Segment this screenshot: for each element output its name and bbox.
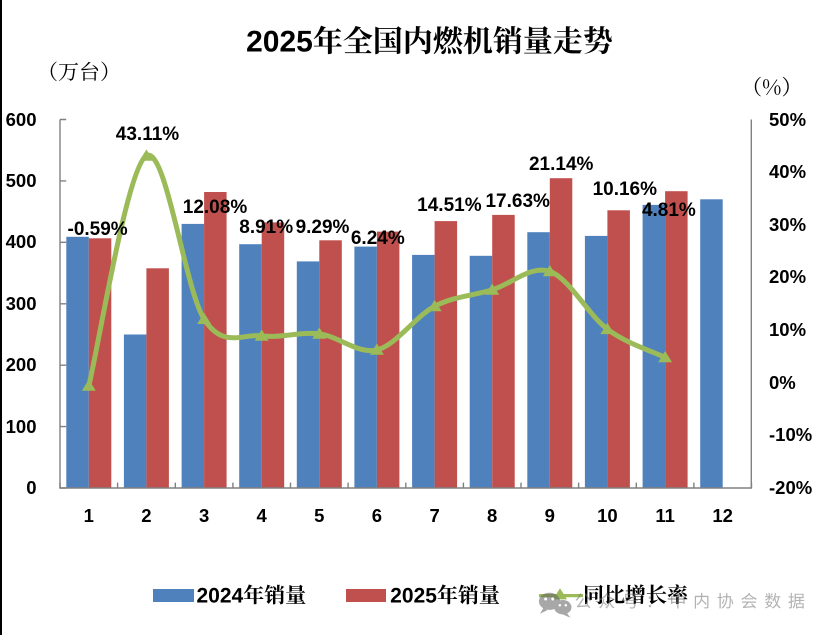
left-edge-line bbox=[0, 0, 2, 635]
bar-2025-m4 bbox=[261, 222, 285, 488]
y-tick-left-300: 300 bbox=[5, 292, 37, 314]
growth-data-label-m2: 43.11% bbox=[115, 123, 180, 145]
right-axis-title bbox=[754, 76, 789, 97]
y-tick-left-600: 600 bbox=[5, 108, 37, 130]
x-tick-9: 9 bbox=[544, 504, 555, 526]
bar-2024-m10 bbox=[584, 235, 608, 488]
y-tick-right-20%: 20% bbox=[769, 266, 807, 288]
bar-2024-m6 bbox=[354, 246, 377, 488]
y-tick-left-0: 0 bbox=[26, 477, 37, 498]
bar-2024-m1 bbox=[66, 236, 89, 488]
growth-data-label-m7: 14.51% bbox=[417, 195, 482, 217]
bar-2024-m7 bbox=[412, 254, 435, 488]
growth-marker-m2 bbox=[139, 149, 154, 161]
legend-swatch-2025 bbox=[346, 589, 386, 602]
y-tick-right-30%: 30% bbox=[769, 213, 807, 235]
y-tick-left-500: 500 bbox=[5, 169, 37, 191]
growth-data-label-m11: 4.81% bbox=[641, 199, 696, 221]
growth-marker-m10 bbox=[600, 322, 615, 335]
x-tick-3: 3 bbox=[198, 504, 210, 526]
x-tick-1: 1 bbox=[83, 504, 94, 526]
bar-2024-m8 bbox=[469, 255, 493, 488]
y-tick-left-200: 200 bbox=[5, 354, 37, 376]
growth-data-label-m4: 8.91% bbox=[239, 217, 294, 238]
y-tick-left-400: 400 bbox=[5, 231, 37, 253]
growth-marker-m5 bbox=[312, 327, 327, 339]
legend-label-2024 bbox=[197, 584, 306, 605]
growth-marker-m7 bbox=[427, 299, 442, 312]
bar-2024-m9 bbox=[527, 232, 550, 488]
growth-line bbox=[86, 153, 668, 389]
x-tick-7: 7 bbox=[429, 504, 440, 526]
bar-2025-m5 bbox=[319, 240, 342, 488]
y-tick-right-10%: 10% bbox=[769, 319, 807, 341]
x-tick-6: 6 bbox=[371, 504, 383, 526]
wechat-logo-icon bbox=[538, 592, 572, 618]
growth-data-label-m8: 17.63% bbox=[485, 191, 550, 213]
growth-marker-m8 bbox=[485, 283, 500, 295]
bar-2025-m11 bbox=[665, 191, 688, 488]
growth-marker-m4 bbox=[254, 329, 269, 341]
bar-2025-m7 bbox=[434, 221, 458, 488]
bar-2025-m9 bbox=[549, 178, 573, 488]
x-tick-10: 10 bbox=[597, 504, 618, 526]
y-tick-right-0%: 0% bbox=[769, 371, 796, 393]
x-tick-5: 5 bbox=[314, 504, 325, 526]
bar-2025-m2 bbox=[146, 268, 169, 488]
bar-2024-m5 bbox=[296, 261, 320, 488]
x-tick-4: 4 bbox=[256, 504, 267, 526]
growth-data-label-m9: 21.14% bbox=[528, 154, 594, 176]
growth-data-label-m5: 9.29% bbox=[295, 216, 350, 238]
growth-data-label-m10: 10.16% bbox=[592, 178, 658, 200]
growth-data-label-m6: 6.24% bbox=[350, 228, 405, 250]
bar-2024-m4 bbox=[239, 244, 262, 488]
growth-marker-m9 bbox=[542, 265, 557, 277]
bar-2024-m12 bbox=[700, 199, 723, 489]
growth-marker-m1 bbox=[81, 379, 96, 391]
y-tick-right-50%: 50% bbox=[769, 108, 807, 130]
bar-2025-m3 bbox=[204, 192, 227, 488]
growth-marker-m6 bbox=[369, 343, 384, 355]
y-tick-left-100: 100 bbox=[5, 415, 37, 437]
y-tick-right-40%: 40% bbox=[769, 161, 807, 183]
legend-label-2025 bbox=[390, 584, 500, 605]
x-tick-12: 12 bbox=[712, 504, 733, 526]
bar-2024-m2 bbox=[123, 334, 147, 488]
bar-2025-m6 bbox=[376, 231, 400, 488]
growth-data-label-m1: -0.59% bbox=[67, 218, 128, 240]
y-tick-right--20%: -20% bbox=[769, 477, 813, 498]
bar-2024-m3 bbox=[181, 223, 205, 488]
bar-2024-m11 bbox=[642, 204, 666, 488]
axis-ticks bbox=[59, 118, 753, 489]
growth-data-label-m3: 12.08% bbox=[182, 197, 248, 219]
y-tick-right--10%: -10% bbox=[769, 424, 813, 446]
growth-marker-m3 bbox=[197, 312, 212, 324]
legend-swatch-2024 bbox=[152, 589, 194, 602]
x-tick-8: 8 bbox=[487, 504, 498, 526]
bar-2025-m10 bbox=[607, 210, 630, 489]
chart-title bbox=[247, 25, 612, 55]
x-tick-2: 2 bbox=[141, 504, 152, 526]
legend-label-growth bbox=[585, 584, 688, 605]
watermark-text bbox=[575, 592, 805, 609]
growth-marker-m11 bbox=[658, 351, 673, 363]
x-tick-11: 11 bbox=[655, 504, 675, 526]
